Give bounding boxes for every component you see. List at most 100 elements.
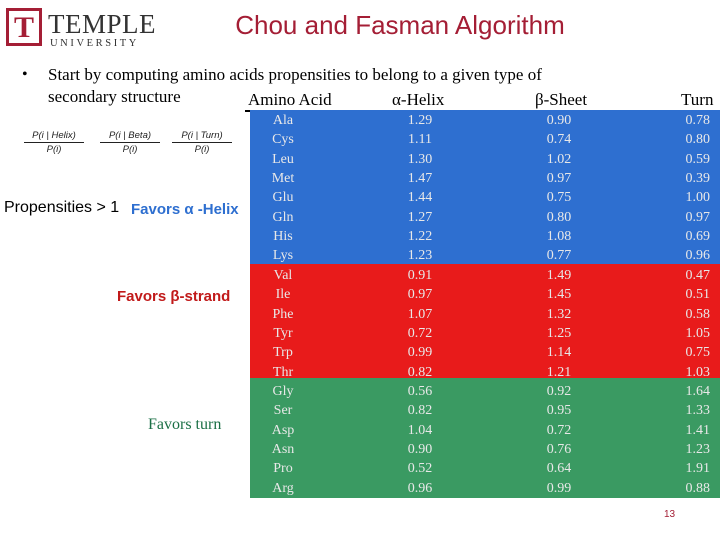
helix-propensity-cell: 1.30	[407, 152, 433, 167]
strand-favoring-band	[250, 264, 720, 378]
helix-favoring-band	[250, 110, 720, 264]
favors-alpha-helix-label: Favors α -Helix	[131, 201, 239, 218]
helix-propensity-cell: 1.44	[407, 190, 433, 205]
slide-title: Chou and Fasman Algorithm	[235, 10, 565, 40]
helix-propensity-cell: 0.96	[407, 481, 433, 496]
turn-propensity-cell: 0.78	[685, 113, 711, 128]
helix-propensity-cell: 0.90	[407, 442, 433, 457]
turn-favoring-band	[250, 378, 720, 498]
turn-propensity-formula: P(i | Turn) P(i)	[172, 130, 232, 155]
formula-denominator: P(i)	[46, 144, 62, 155]
turn-propensity-cell: 0.47	[685, 268, 711, 283]
amino-acid-cell: Lys	[272, 248, 294, 263]
amino-acid-cell: Glu	[272, 190, 294, 205]
turn-propensity-cell: 0.51	[685, 287, 711, 302]
turn-propensity-cell: 0.80	[685, 132, 711, 147]
amino-acid-cell: Ser	[273, 403, 293, 418]
favors-beta-strand-label: Favors β-strand	[117, 288, 231, 305]
sheet-propensity-cell: 0.77	[546, 248, 572, 263]
header-amino-acid: Amino Acid	[248, 90, 332, 109]
helix-propensity-cell: 1.27	[407, 210, 433, 225]
sheet-propensity-cell: 0.76	[546, 442, 572, 457]
turn-propensity-cell: 0.75	[685, 345, 711, 360]
sheet-propensity-cell: 0.75	[546, 190, 572, 205]
amino-acid-cell: Gly	[272, 384, 294, 399]
propensity-formulas: P(i | Helix) P(i) P(i | Beta) P(i) P(i |…	[24, 130, 244, 162]
beta-propensity-formula: P(i | Beta) P(i)	[100, 130, 160, 155]
turn-propensity-cell: 1.64	[685, 384, 711, 399]
turn-propensity-cell: 1.00	[685, 190, 711, 205]
amino-acid-cell: Met	[271, 171, 295, 186]
sheet-propensity-cell: 1.14	[546, 345, 572, 360]
helix-propensity-cell: 0.72	[407, 326, 433, 341]
sheet-propensity-cell: 0.97	[546, 171, 572, 186]
helix-propensity-cell: 0.82	[407, 403, 433, 418]
helix-propensity-cell: 1.22	[407, 229, 433, 244]
amino-acid-cell: Asp	[271, 423, 295, 438]
turn-propensity-cell: 1.03	[685, 365, 711, 380]
helix-propensity-cell: 1.29	[407, 113, 433, 128]
logo-emblem: T	[6, 8, 42, 46]
turn-propensity-cell: 0.96	[685, 248, 711, 263]
amino-acid-cell: Arg	[272, 481, 294, 496]
turn-propensity-cell: 1.91	[685, 461, 711, 476]
helix-propensity-cell: 0.52	[407, 461, 433, 476]
formula-denominator: P(i)	[194, 144, 210, 155]
amino-acid-cell: Gln	[272, 210, 294, 225]
turn-propensity-cell: 0.97	[685, 210, 711, 225]
temple-university-logo: T TEMPLE UNIVERSITY	[6, 8, 156, 52]
turn-propensity-cell: 1.23	[685, 442, 711, 457]
helix-propensity-cell: 0.91	[407, 268, 433, 283]
formula-numerator: P(i | Turn)	[172, 130, 232, 143]
amino-acid-cell: Ala	[272, 113, 294, 128]
amino-acid-cell: His	[273, 229, 293, 244]
amino-acid-cell: Thr	[272, 365, 294, 380]
sheet-propensity-cell: 1.32	[546, 307, 572, 322]
amino-acid-cell: Tyr	[273, 326, 293, 341]
helix-propensity-cell: 1.47	[407, 171, 433, 186]
logo-subtitle: UNIVERSITY	[50, 38, 139, 49]
helix-propensity-cell: 0.56	[407, 384, 433, 399]
turn-propensity-cell: 0.39	[685, 171, 711, 186]
helix-propensity-formula: P(i | Helix) P(i)	[24, 130, 84, 155]
amino-acid-cell: Leu	[272, 152, 294, 167]
sheet-propensity-cell: 0.92	[546, 384, 572, 399]
helix-propensity-cell: 0.97	[407, 287, 433, 302]
favors-turn-label: Favors turn	[148, 416, 222, 433]
turn-propensity-cell: 1.33	[685, 403, 711, 418]
page-number: 13	[664, 509, 676, 520]
helix-propensity-cell: 1.11	[408, 132, 432, 147]
sheet-propensity-cell: 0.64	[546, 461, 572, 476]
helix-propensity-cell: 1.23	[407, 248, 433, 263]
amino-acid-cell: Val	[273, 268, 293, 283]
sheet-propensity-cell: 0.95	[546, 403, 572, 418]
amino-acid-cell: Asn	[271, 442, 295, 457]
header-alpha-helix: α-Helix	[392, 90, 445, 109]
turn-propensity-cell: 1.05	[685, 326, 711, 341]
sheet-propensity-cell: 0.90	[546, 113, 572, 128]
formula-denominator: P(i)	[122, 144, 138, 155]
amino-acid-cell: Pro	[273, 461, 293, 476]
formula-numerator: P(i | Beta)	[100, 130, 160, 143]
sheet-propensity-cell: 1.45	[546, 287, 572, 302]
header-beta-sheet: β-Sheet	[535, 90, 588, 109]
logo-letter: T	[14, 11, 35, 44]
amino-acid-cell: Phe	[272, 307, 294, 322]
amino-acid-cell: Trp	[273, 345, 293, 360]
intro-text: Start by computing amino acids propensit…	[48, 65, 542, 106]
helix-propensity-cell: 0.99	[407, 345, 433, 360]
sheet-propensity-cell: 1.02	[546, 152, 572, 167]
turn-propensity-cell: 0.59	[685, 152, 711, 167]
header-turn: Turn	[681, 90, 714, 109]
sheet-propensity-cell: 1.21	[546, 365, 572, 380]
propensities-label: Propensities > 1	[4, 199, 120, 216]
sheet-propensity-cell: 1.08	[546, 229, 572, 244]
turn-propensity-cell: 0.69	[685, 229, 711, 244]
bullet-marker: •	[22, 66, 28, 83]
helix-propensity-cell: 1.04	[407, 423, 433, 438]
amino-acid-cell: Cys	[272, 132, 294, 147]
turn-propensity-cell: 0.58	[685, 307, 711, 322]
sheet-propensity-cell: 0.74	[546, 132, 572, 147]
formula-numerator: P(i | Helix)	[24, 130, 84, 143]
logo-wordmark: TEMPLE	[48, 9, 156, 39]
